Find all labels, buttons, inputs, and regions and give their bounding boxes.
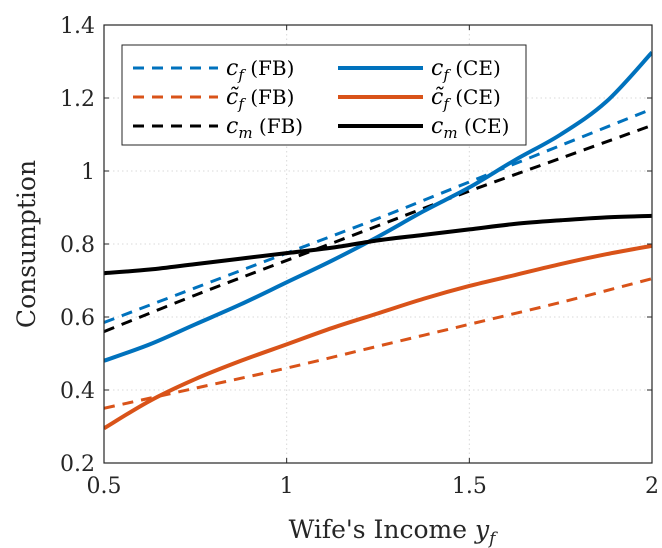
- legend-label: c̃f (CE): [431, 85, 501, 113]
- legend-label: cm (FB): [226, 114, 303, 142]
- x-tick-label: 1: [280, 474, 294, 499]
- legend-entry: cm (FB): [133, 114, 303, 142]
- axis-ticks: [103, 24, 653, 464]
- x-tick-label: 2: [645, 474, 659, 499]
- y-tick-label: 1.4: [60, 14, 95, 39]
- series-line-2: [104, 123, 652, 333]
- y-tick-label: 0.4: [60, 379, 95, 404]
- legend: cf (FB)c̃f (FB)cm (FB) cf (CE)c̃f (CE)cm …: [121, 44, 527, 146]
- legend-entry: c̃f (FB): [133, 85, 294, 113]
- x-tick-label: 0.5: [87, 474, 122, 499]
- x-axis-label: Wife's Income yf: [289, 515, 499, 548]
- legend-entry: c̃f (CE): [338, 85, 501, 113]
- legend-label: cf (CE): [431, 56, 501, 84]
- x-axis-label-main: Wife's Income: [289, 515, 475, 544]
- y-tick-labels: 0.2 0.4 0.6 0.8 1 1.2 1.4: [60, 14, 95, 477]
- legend-label: cf (FB): [226, 56, 294, 84]
- legend-entry: cf (CE): [338, 56, 501, 84]
- series-line-0: [104, 107, 652, 324]
- x-tick-label: 1.5: [452, 474, 487, 499]
- y-tick-label: 0.6: [60, 306, 95, 331]
- legend-label: cm (CE): [431, 114, 509, 142]
- legend-label: c̃f (FB): [226, 85, 294, 113]
- series-layer: [104, 51, 652, 431]
- y-tick-label: 1: [81, 160, 95, 185]
- x-tick-labels: 0.5 1 1.5 2: [87, 474, 660, 499]
- y-tick-label: 1.2: [60, 87, 95, 112]
- series-line-3: [104, 51, 652, 363]
- x-axis-label-sub: f: [487, 529, 498, 548]
- y-axis-label: Consumption: [12, 160, 41, 328]
- legend-box: [121, 44, 527, 146]
- x-axis-label-var: y: [474, 515, 490, 544]
- y-tick-label: 0.8: [60, 233, 95, 258]
- legend-entry: cf (FB): [133, 56, 294, 84]
- y-tick-label: 0.2: [60, 452, 95, 477]
- series-line-5: [104, 213, 652, 276]
- series-line-4: [104, 243, 652, 431]
- legend-entry: cm (CE): [338, 114, 509, 142]
